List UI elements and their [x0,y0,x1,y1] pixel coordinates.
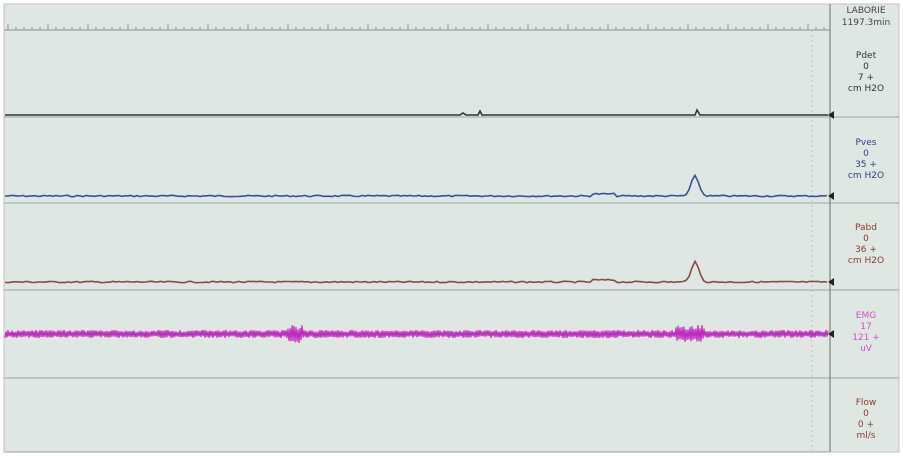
channel-scale: 0 [863,234,869,244]
channel-scale: 35 + [855,160,877,170]
channel-scale: uV [860,344,873,354]
channel-scale: cm H2O [848,256,884,266]
channel-scale: cm H2O [848,171,884,181]
channel-scale: 0 [863,409,869,419]
channel-scale: 36 + [855,245,877,255]
channel-name: EMG [856,311,876,321]
brand: LABORIE [846,6,885,16]
screen-bg [4,4,899,452]
channel-scale: 0 [863,149,869,159]
channel-scale: 17 [860,322,871,332]
channel-name: Pabd [855,223,877,233]
channel-scale: ml/s [857,431,876,441]
elapsed-time: 1197.3min [842,18,890,28]
channel-name: Pves [856,138,877,148]
channel-scale: 0 [863,62,869,72]
channel-scale: 121 + [852,333,880,343]
channel-scale: cm H2O [848,84,884,94]
channel-scale: 7 + [858,73,874,83]
channel-scale: 0 + [858,420,874,430]
channel-name: Pdet [856,51,877,61]
monitor-screen: LABORIE 1197.3min Pdet07 +cm H2OPves035 … [0,0,903,456]
urodynamics-display: LABORIE 1197.3min Pdet07 +cm H2OPves035 … [0,0,903,456]
channel-name: Flow [856,398,877,408]
